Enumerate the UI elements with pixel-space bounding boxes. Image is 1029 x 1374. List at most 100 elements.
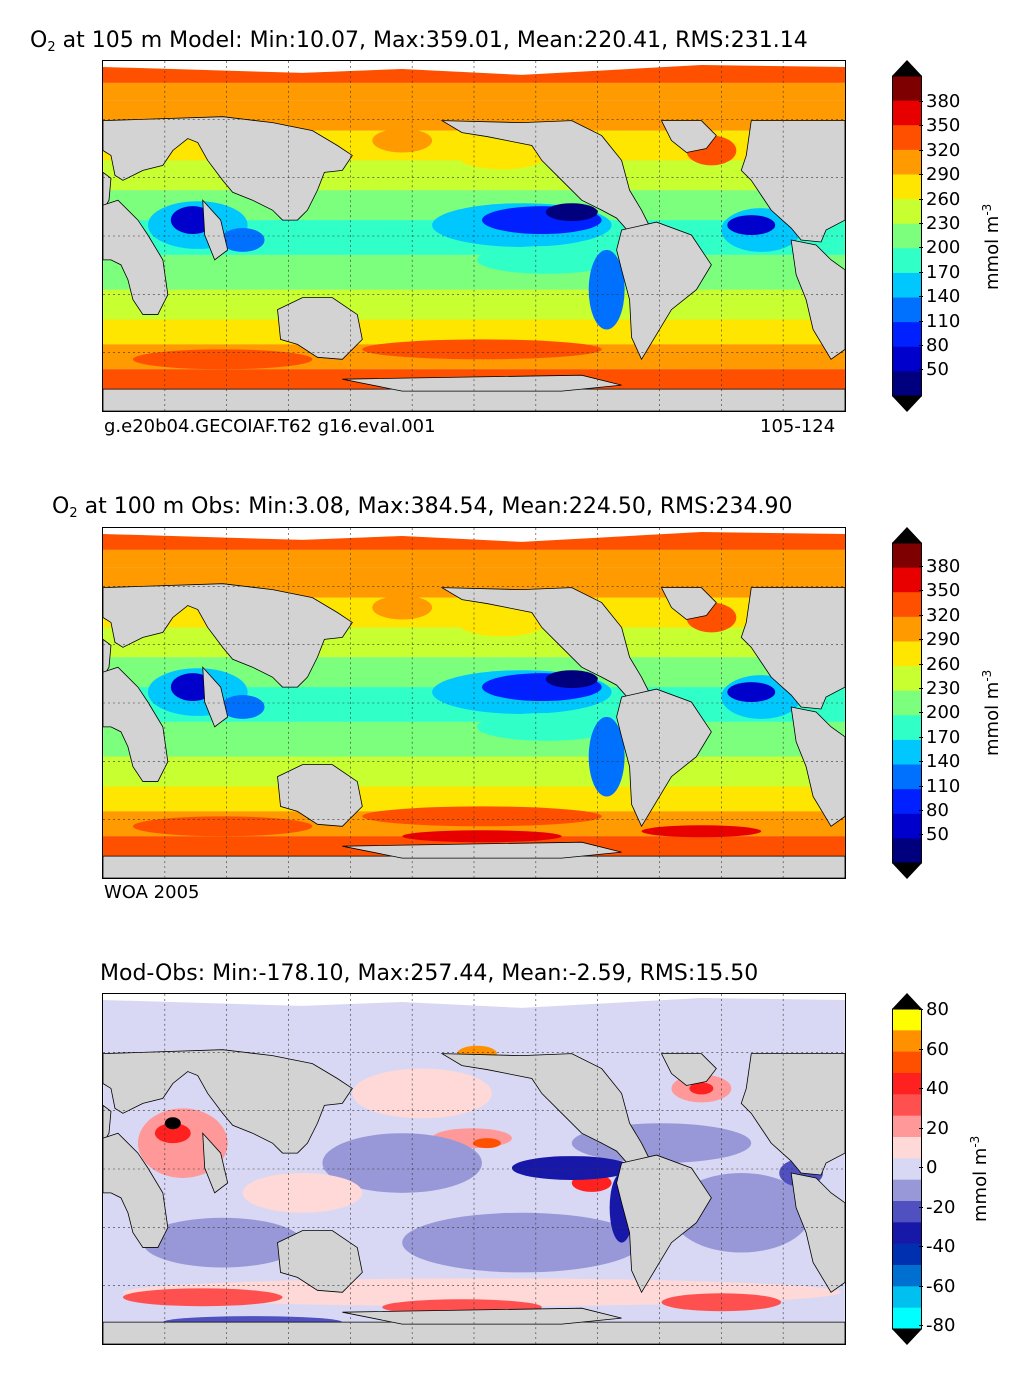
colorbar-tick-label: -80 <box>918 1315 956 1336</box>
colorbar-swatch <box>892 764 922 790</box>
colorbar-tick-label: 170 <box>918 726 961 748</box>
landmass <box>616 221 712 361</box>
colorbar-swatch <box>892 223 922 249</box>
colorbar-swatch <box>892 174 922 200</box>
model-colorbar-label: mmol m-3 <box>980 203 1003 290</box>
colorbar-tick-label: 80 <box>919 800 949 821</box>
colorbar-tick-label: 40 <box>919 1078 949 1099</box>
contour-region <box>362 806 602 827</box>
landmass <box>277 1230 363 1293</box>
colorbar-swatch <box>892 199 922 225</box>
model-colorbar <box>892 60 922 412</box>
contour-region <box>473 1138 501 1149</box>
colorbar-tick-label: 320 <box>918 604 961 626</box>
contour-region <box>476 712 617 741</box>
landmass <box>202 199 229 261</box>
colorbar-extend-top <box>892 993 922 1009</box>
contour-region <box>457 608 547 637</box>
colorbar-swatch <box>892 690 922 716</box>
contour-region <box>727 682 776 703</box>
landmass <box>790 706 845 827</box>
colorbar-tick-label: 50 <box>919 824 949 846</box>
colorbar-swatch <box>892 297 922 323</box>
colorbar-swatch <box>892 1051 922 1074</box>
diff-colorbar-label: mmol m-3 <box>968 1135 991 1222</box>
colorbar-extend-top <box>892 527 922 543</box>
colorbar-tick-label: 140 <box>918 286 961 308</box>
diff-title: Mod-Obs: Min:-178.10, Max:257.44, Mean:-… <box>100 961 759 986</box>
landmass <box>440 120 653 236</box>
colorbar-swatch <box>892 100 922 126</box>
landmass <box>103 1132 169 1248</box>
colorbar-tick-label: 350 <box>918 115 961 137</box>
colorbar-tick-label: 260 <box>918 188 961 210</box>
colorbar-swatch <box>892 1009 922 1031</box>
colorbar-swatch <box>892 346 922 372</box>
colorbar-swatch <box>892 322 922 348</box>
colorbar-swatch <box>892 567 922 593</box>
colorbar-swatch <box>892 1179 922 1202</box>
colorbar-tick-label: 60 <box>919 1038 949 1060</box>
colorbar-tick-label: 0 <box>918 1157 938 1178</box>
colorbar-swatch <box>892 1243 922 1266</box>
contour-region <box>220 695 265 719</box>
colorbar-tick-label: 20 <box>919 1117 949 1139</box>
colorbar-swatch <box>892 616 922 642</box>
colorbar-extend-bottom <box>892 396 922 412</box>
colorbar-swatch <box>892 789 922 815</box>
colorbar-swatch <box>892 813 922 839</box>
colorbar-tick-label: -40 <box>918 1236 956 1257</box>
model-title: O2 at 105 m Model: Min:10.07, Max:359.01… <box>30 28 808 55</box>
landmass <box>440 587 653 703</box>
landmass <box>740 587 845 710</box>
colorbar-tick-label: -60 <box>918 1275 956 1297</box>
obs-colorbar <box>892 527 922 879</box>
landmass <box>277 297 363 360</box>
colorbar-tick-label: 80 <box>919 335 949 356</box>
colorbar-tick-label: 170 <box>918 261 961 283</box>
colorbar-swatch <box>892 543 922 569</box>
colorbar-extend-bottom <box>892 1329 922 1345</box>
colorbar-tick-label: 230 <box>918 213 961 234</box>
diff-map <box>102 993 846 1345</box>
colorbar-swatch <box>892 1030 922 1053</box>
contour-region <box>220 228 265 252</box>
colorbar-extend-top <box>892 60 922 76</box>
colorbar-tick-label: 290 <box>918 629 961 651</box>
landmass <box>103 583 353 688</box>
colorbar-swatch <box>892 1286 922 1309</box>
colorbar-tick-label: 260 <box>918 653 961 675</box>
landmass <box>616 688 712 828</box>
contour-region <box>641 825 762 838</box>
colorbar-swatch <box>892 739 922 766</box>
landmass <box>660 587 717 620</box>
colorbar-tick-label: 320 <box>918 139 961 161</box>
colorbar-swatch <box>892 715 922 741</box>
contour-region <box>511 1156 632 1180</box>
obs-caption-source: WOA 2005 <box>104 882 200 903</box>
colorbar-tick-label: -20 <box>918 1196 956 1218</box>
landmass <box>202 1132 229 1194</box>
colorbar-swatch <box>892 592 922 618</box>
landmass <box>342 1307 622 1325</box>
diff-colorbar <box>892 993 922 1345</box>
landmass <box>202 666 229 728</box>
contour-region <box>545 203 598 222</box>
colorbar-swatch <box>892 149 922 175</box>
contour-region <box>142 1217 303 1268</box>
colorbar-swatch <box>892 371 922 397</box>
landmass <box>440 1053 653 1169</box>
contour-region <box>402 1212 642 1273</box>
colorbar-swatch <box>892 1115 922 1138</box>
landmass <box>740 120 845 243</box>
colorbar-swatch <box>892 248 922 274</box>
contour-region <box>689 1082 714 1095</box>
landmass <box>103 666 169 782</box>
contour-region <box>122 1278 842 1307</box>
landmass <box>103 116 353 221</box>
colorbar-tick-label: 110 <box>918 310 961 332</box>
landmass <box>103 199 169 315</box>
colorbar-swatch <box>892 1137 922 1159</box>
model-caption-years: 105-124 <box>760 416 836 437</box>
landmass <box>740 1053 845 1176</box>
